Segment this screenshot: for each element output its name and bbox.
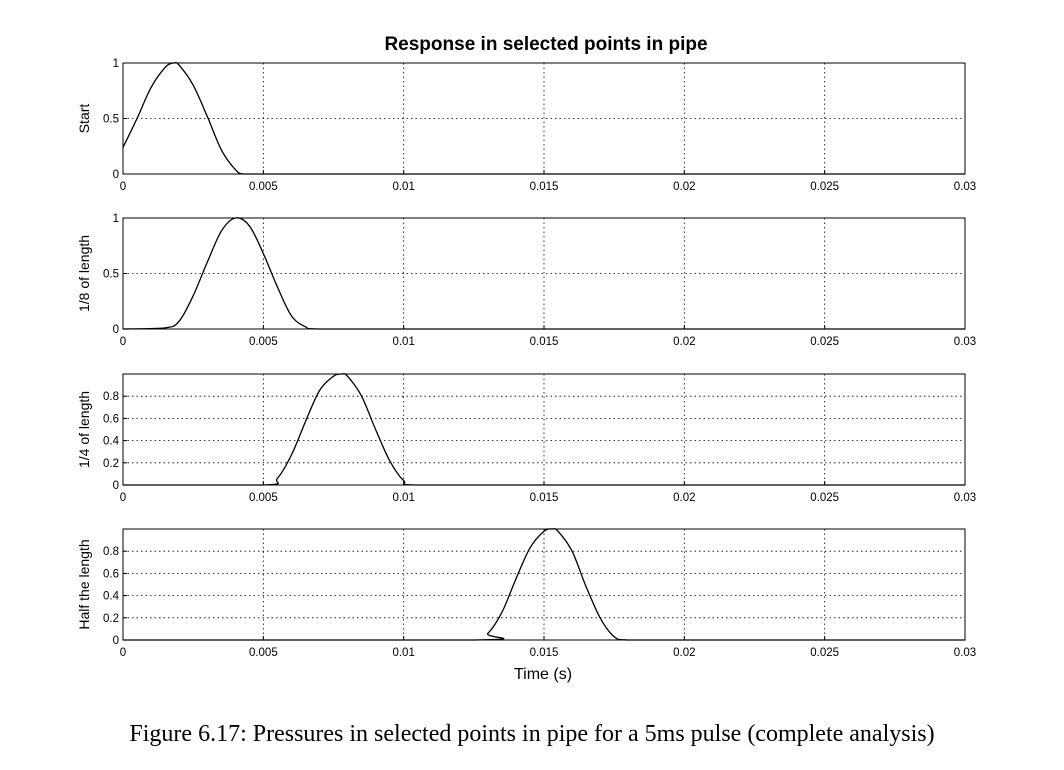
x-tick-label: 0.025 — [810, 492, 839, 504]
x-tick-label: 0.01 — [392, 492, 414, 504]
x-tick-label: 0.02 — [673, 647, 695, 659]
y-tick-label: 0.5 — [103, 269, 119, 281]
x-tick-label: 0.015 — [530, 336, 559, 348]
y-tick-label: 0.6 — [103, 568, 119, 580]
x-tick-label: 0.03 — [954, 492, 976, 504]
subplot-2: 0 0.005 0.01 0.015 0.02 0.025 0.03 0 0.5 1 1/8 of … — [76, 213, 976, 348]
x-tick-label: 0.01 — [392, 336, 414, 348]
x-tick-label: 0.025 — [810, 336, 839, 348]
y-axis-label: 1/4 of length — [76, 391, 92, 468]
x-tick-label: 0.005 — [249, 336, 278, 348]
x-tick-label: 0.015 — [530, 181, 559, 193]
x-tick-label: 0 — [120, 336, 126, 348]
x-tick-label: 0.005 — [249, 492, 278, 504]
y-tick-label: 0 — [113, 169, 119, 181]
y-tick-label: 0.5 — [103, 114, 119, 126]
series-line-1 — [123, 373, 965, 486]
y-tick-label: 1 — [113, 213, 119, 225]
x-tick-label: 0.02 — [673, 336, 695, 348]
series-line-1 — [122, 217, 965, 330]
y-tick-label: 0 — [113, 324, 119, 336]
x-tick-label: 0.03 — [954, 181, 976, 193]
axes-frame — [122, 528, 966, 641]
y-axis-label: 1/8 of length — [76, 235, 92, 312]
x-tick-label: 0.015 — [530, 647, 559, 659]
x-tick-label: 0 — [120, 647, 126, 659]
y-tick-label: 0 — [113, 480, 119, 492]
x-tick-label: 0 — [120, 181, 126, 193]
subplot-4: 0 0.005 0.01 0.015 0.02 0.025 0.03 0 0.2 0.4 0.6 0.… — [76, 528, 976, 659]
x-axis-label: Time (s) — [514, 666, 572, 683]
y-tick-label: 0.6 — [103, 413, 119, 425]
y-tick-label: 0.4 — [103, 436, 120, 448]
y-tick-label: 0.2 — [103, 613, 119, 625]
x-tick-label: 0.025 — [810, 647, 839, 659]
y-tick-label: 0.2 — [103, 458, 119, 470]
subplot-1: 0 0.005 0.01 0.015 0.02 0.025 0.03 0 0.5 1 Start — [76, 58, 976, 193]
figure-title: Response in selected points in pipe — [384, 34, 707, 55]
y-tick-label: 0 — [113, 635, 119, 647]
y-axis-label: Half the length — [76, 539, 92, 629]
x-tick-label: 0.02 — [673, 181, 695, 193]
series-line-1 — [122, 528, 965, 641]
x-tick-label: 0.01 — [392, 647, 414, 659]
figure-caption: Figure 6.17: Pressures in selected point… — [129, 721, 935, 747]
y-axis-label: Start — [76, 104, 92, 134]
y-tick-label: 0.4 — [103, 591, 120, 603]
y-tick-label: 1 — [113, 58, 119, 70]
subplot-3: 0 0.005 0.01 0.015 0.02 0.025 0.03 0 0.2 0.4 0.6 0.… — [76, 373, 976, 504]
y-tick-label: 0.8 — [103, 546, 119, 558]
x-tick-label: 0.025 — [810, 181, 839, 193]
series-line-1 — [122, 61, 965, 175]
x-tick-label: 0.005 — [249, 647, 278, 659]
x-tick-label: 0.01 — [392, 181, 414, 193]
y-tick-label: 0.8 — [103, 391, 119, 403]
x-tick-label: 0 — [120, 492, 126, 504]
x-tick-label: 0.03 — [954, 336, 976, 348]
x-tick-label: 0.005 — [249, 181, 278, 193]
x-tick-label: 0.02 — [673, 492, 695, 504]
figure-canvas: Response in selected points in pipe 0 0.0… — [76, 34, 976, 683]
x-tick-label: 0.03 — [954, 647, 976, 659]
x-tick-label: 0.015 — [530, 492, 559, 504]
